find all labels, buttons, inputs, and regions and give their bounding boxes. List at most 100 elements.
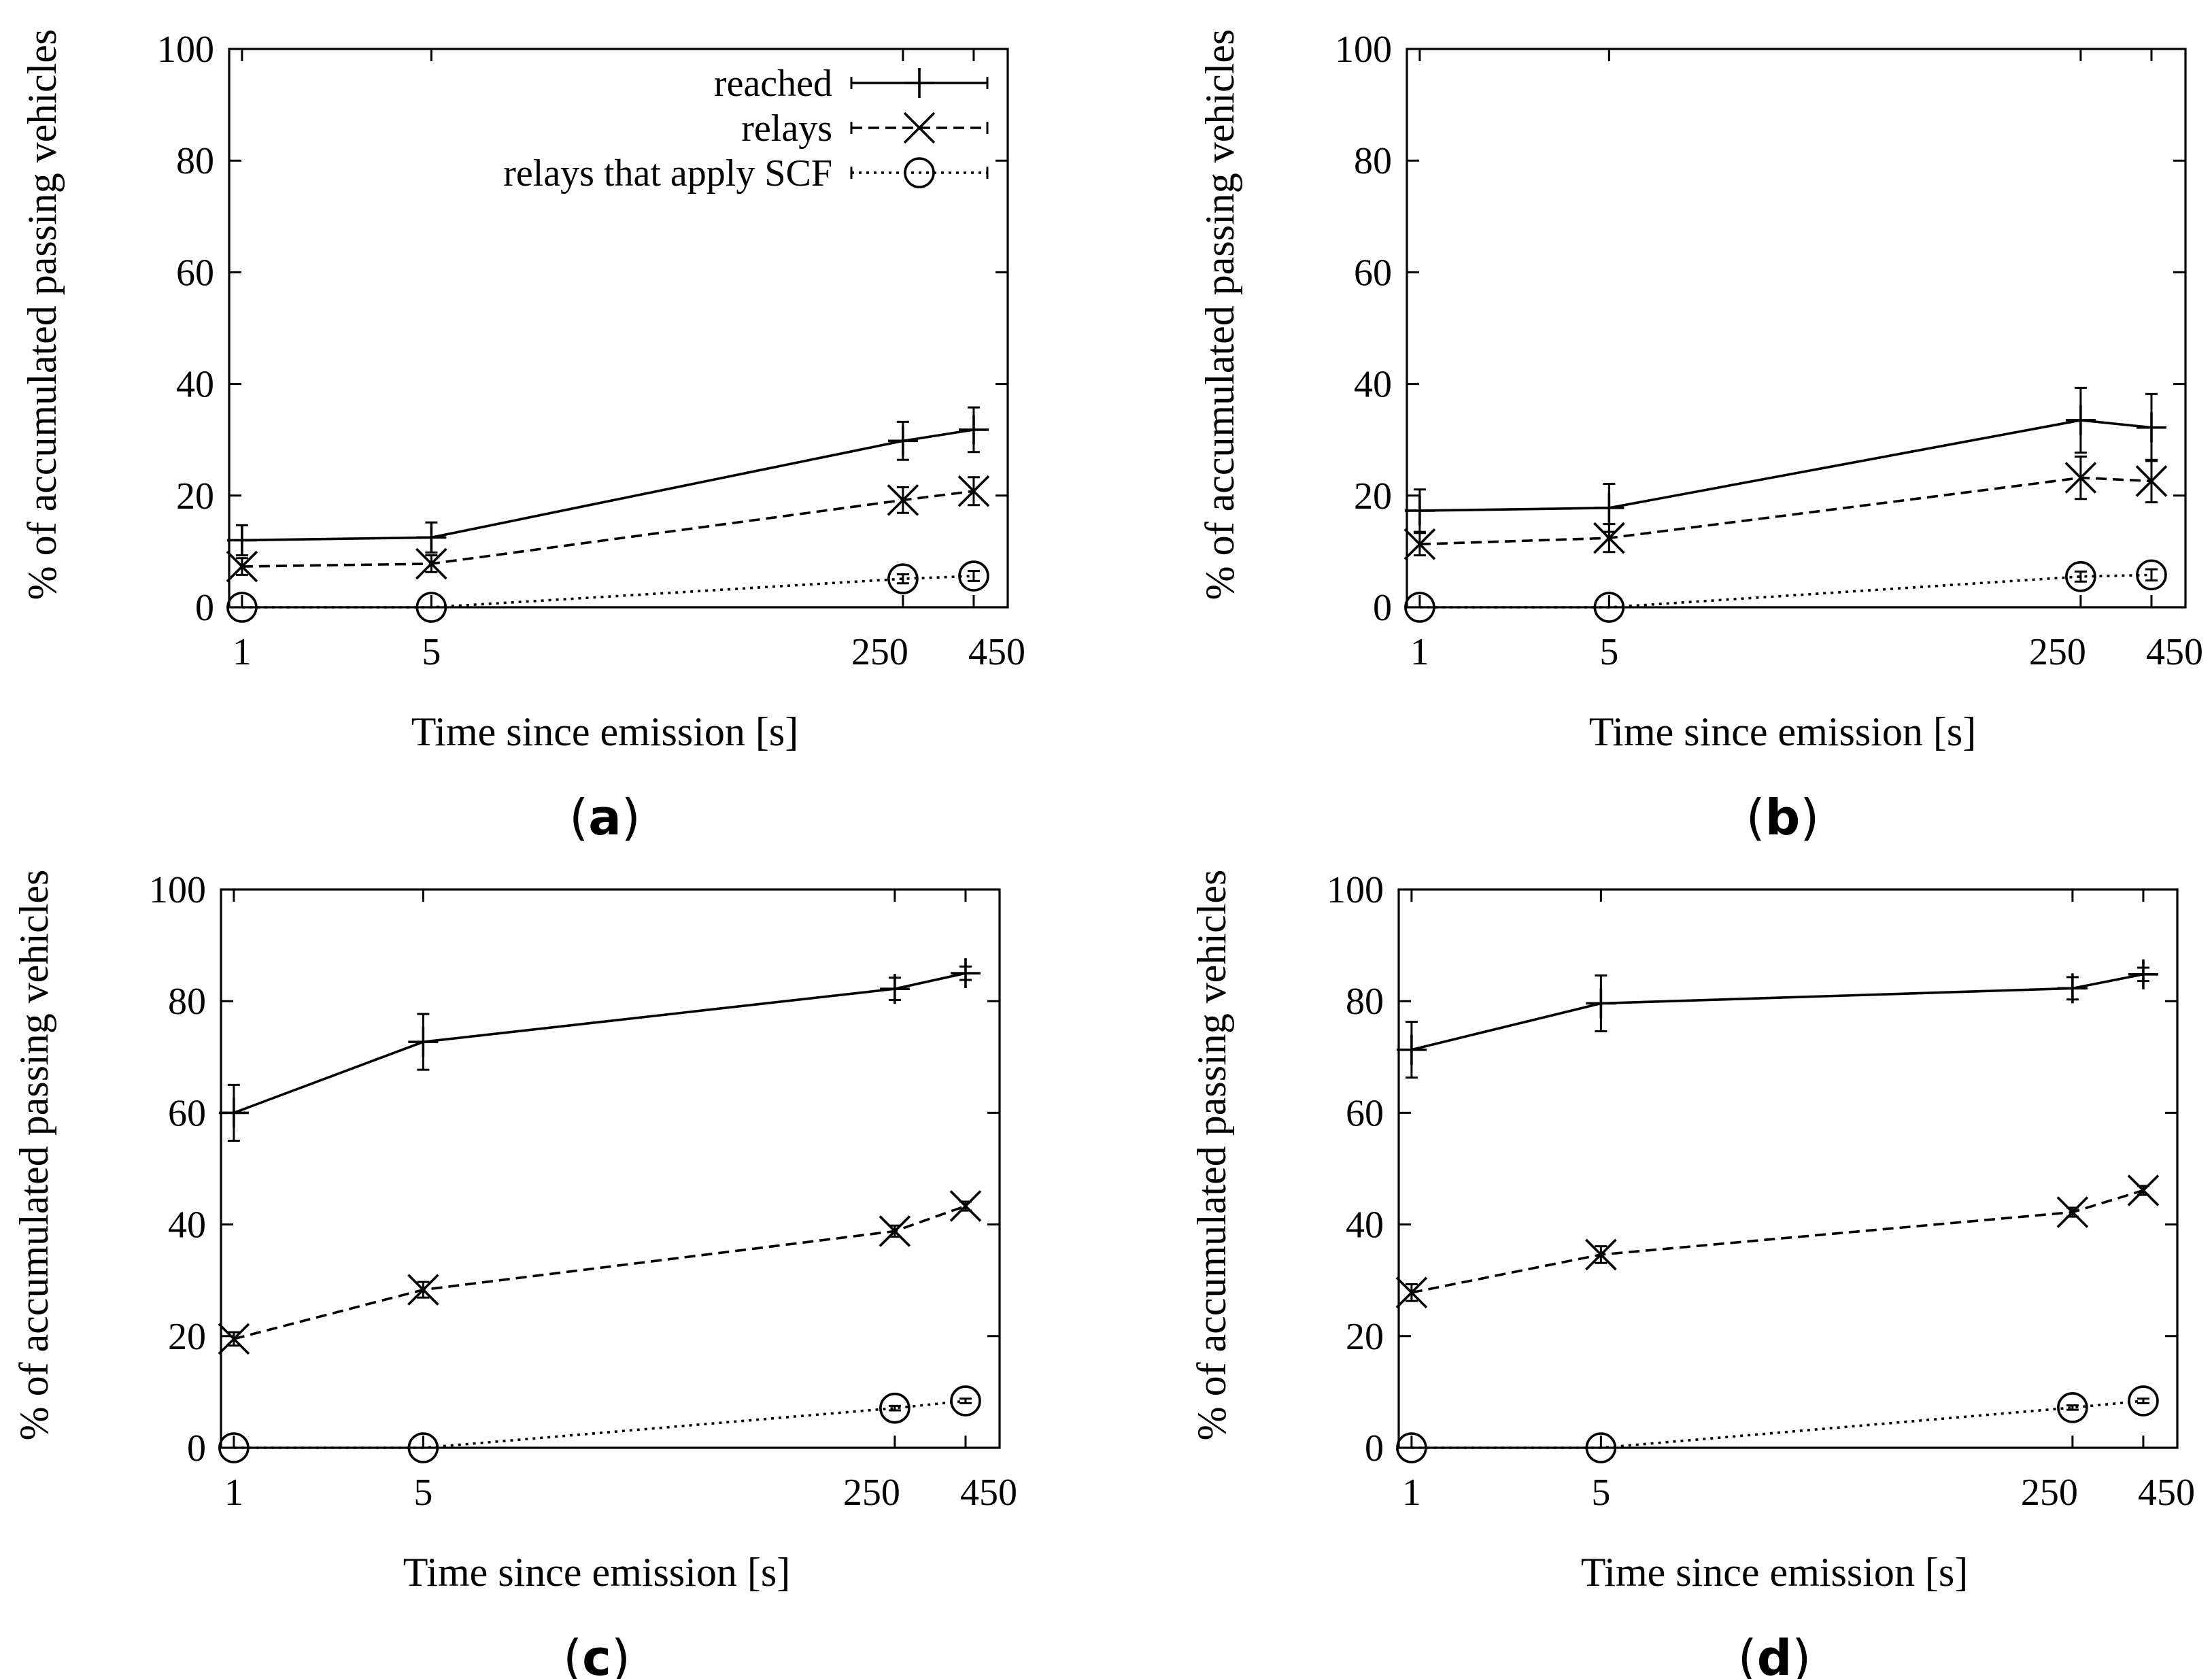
plot-frame [220, 888, 1001, 1449]
x-tick-label: 250 [843, 1472, 900, 1514]
y-tick-label: 20 [1354, 475, 1392, 518]
y-tick-label: 40 [1346, 1204, 1384, 1246]
error-bar [2074, 570, 2087, 583]
panel-label-letter: c [582, 1629, 611, 1679]
x-tick-label: 450 [2138, 1472, 2195, 1514]
x-axis-title: Time since emission [s] [411, 709, 798, 754]
data-point-b [2056, 1196, 2089, 1228]
y-axis-title: % of accumulated passing vehicles [1189, 870, 1234, 1441]
error-bar [888, 1404, 901, 1412]
panel-label: (b) [1746, 789, 1820, 846]
x-axis-title: Time since emission [s] [1589, 709, 1976, 754]
legend-marker [904, 157, 935, 188]
series-plus [1404, 386, 2166, 533]
data-point-b [226, 550, 258, 583]
series-line [233, 972, 966, 1115]
y-tick-label: 80 [168, 981, 206, 1023]
y-tick-label: 80 [176, 140, 214, 182]
data-point-b [1403, 528, 1436, 560]
y-tick-label: 0 [1365, 1427, 1384, 1470]
error-bar [959, 1397, 972, 1404]
data-point-b [1593, 522, 1625, 554]
data-point-b [887, 484, 919, 516]
error-bar [2066, 1404, 2079, 1411]
panel-label-open: ( [1738, 1629, 1757, 1679]
y-tick-label: 100 [149, 869, 206, 911]
plot-frame [228, 48, 1009, 609]
panel-label-letter: d [1757, 1629, 1792, 1679]
data-point-b [949, 1190, 982, 1222]
series-plus [1396, 959, 2158, 1079]
series-line [1411, 1400, 2144, 1449]
x-tick-label: 1 [224, 1472, 243, 1514]
data-point-b [957, 475, 990, 507]
x-tick-label: 250 [2021, 1472, 2078, 1514]
error-bar [2137, 1397, 2149, 1404]
chart-panel-a: 0 20 40 60 80 100 1 5 250 450 Time since emission … [20, 29, 1025, 846]
x-tick-label: 1 [1402, 1472, 1421, 1514]
data-point-b [879, 1215, 911, 1247]
data-point [218, 1432, 250, 1463]
y-axis-title: % of accumulated passing vehicles [1197, 29, 1242, 600]
x-axis-title: Time since emission [s] [1581, 1550, 1968, 1595]
x-tick-label: 250 [851, 631, 908, 673]
panel-label-letter: a [588, 789, 622, 846]
error-bar [967, 570, 980, 582]
y-tick-label: 40 [176, 364, 214, 406]
y-tick-label: 100 [157, 29, 214, 71]
series-circle [218, 1385, 981, 1463]
series-circle [1396, 1385, 2159, 1463]
series-x [226, 475, 990, 583]
series-x [1403, 455, 2168, 560]
x-tick-label: 450 [960, 1472, 1017, 1514]
data-point-b [1585, 1238, 1617, 1271]
data-point [2128, 1385, 2159, 1417]
series-line [233, 1204, 966, 1340]
series-plus [218, 958, 981, 1142]
data-point-b [1395, 1276, 1428, 1309]
y-tick-label: 80 [1346, 981, 1384, 1023]
chart-panel-d: 0 20 40 60 80 100 1 5 250 450 Time since emission … [1189, 869, 2195, 1679]
legend-marker-b [903, 112, 936, 144]
y-tick-label: 0 [187, 1427, 206, 1470]
y-axis-title: % of accumulated passing vehicles [12, 870, 56, 1441]
data-point-b [2064, 462, 2097, 494]
data-point [2065, 561, 2096, 592]
legend-label: relays [741, 107, 832, 150]
y-tick-label: 60 [1354, 252, 1392, 294]
series-x [1395, 1174, 2160, 1309]
y-tick-label: 60 [176, 252, 214, 294]
y-tick-label: 100 [1335, 29, 1392, 71]
x-axis-title: Time since emission [s] [403, 1550, 790, 1595]
panel-label: (a) [569, 789, 641, 846]
x-tick-label: 450 [2146, 631, 2203, 673]
series-line [1411, 1189, 2144, 1294]
data-point-b [407, 1274, 439, 1306]
data-point [879, 1392, 911, 1424]
y-tick-label: 20 [176, 475, 214, 518]
chart-panel-b: 0 20 40 60 80 100 1 5 250 450 Time since emission … [1197, 29, 2203, 846]
data-point [1396, 1432, 1427, 1463]
error-bar [2145, 568, 2158, 582]
y-tick-label: 60 [1346, 1092, 1384, 1134]
data-point [2136, 559, 2167, 591]
legend-label: reached [714, 63, 832, 105]
chart-panel-c: 0 20 40 60 80 100 1 5 250 450 Time since emission … [12, 869, 1017, 1679]
y-tick-label: 40 [1354, 364, 1392, 406]
x-tick-label: 1 [1410, 631, 1429, 673]
series-line [233, 1400, 966, 1449]
plot-frame [1397, 888, 2179, 1449]
series-circle [1404, 559, 2167, 623]
y-tick-label: 40 [168, 1204, 206, 1246]
series-plus [226, 406, 989, 557]
panel-label-open: ( [563, 1629, 582, 1679]
data-point [407, 1432, 439, 1463]
series-x [218, 1190, 982, 1355]
x-tick-label: 5 [1599, 631, 1618, 673]
series-line [241, 575, 974, 609]
series-line [241, 490, 974, 568]
series-line [241, 428, 974, 542]
y-tick-label: 60 [168, 1092, 206, 1134]
